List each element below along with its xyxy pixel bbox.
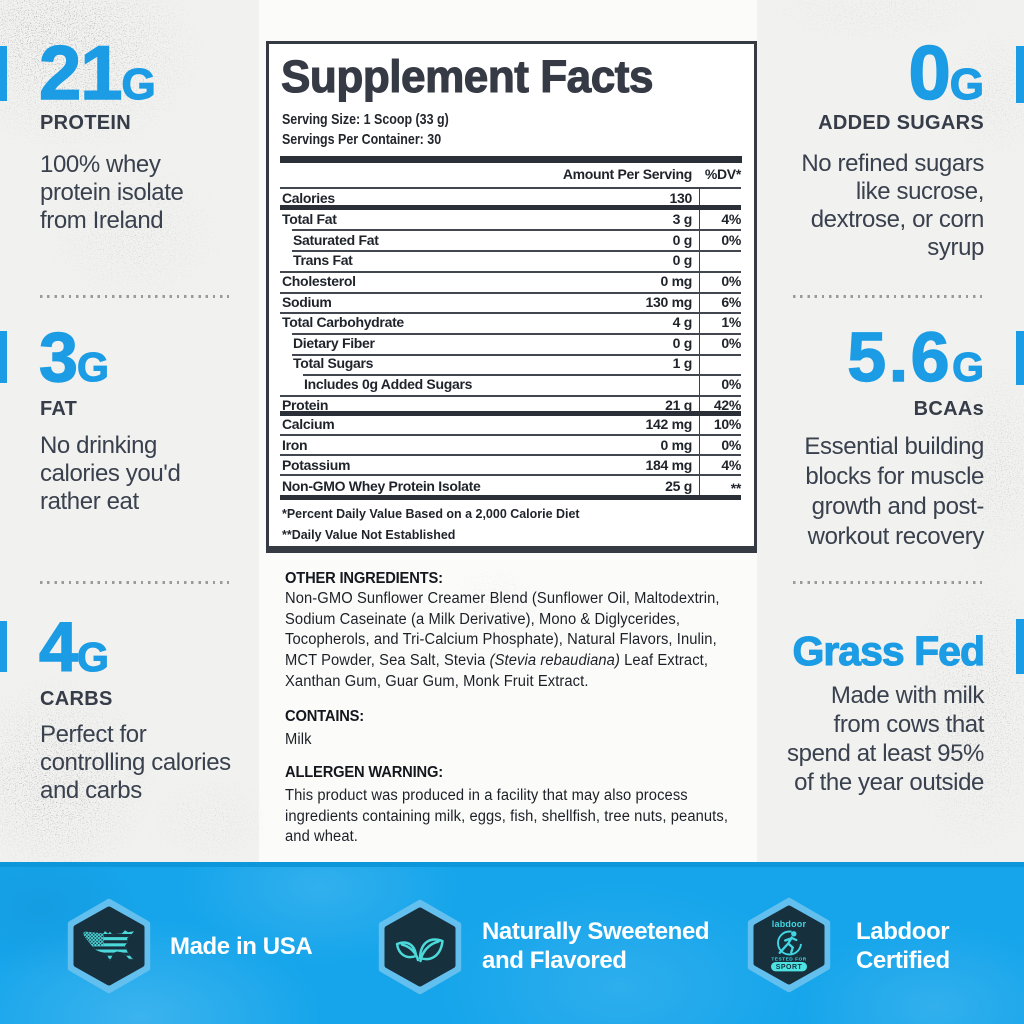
svg-text:labdoor: labdoor — [772, 919, 807, 929]
svg-text:SPORT: SPORT — [776, 964, 803, 971]
svg-text:TESTED FOR: TESTED FOR — [771, 957, 806, 963]
